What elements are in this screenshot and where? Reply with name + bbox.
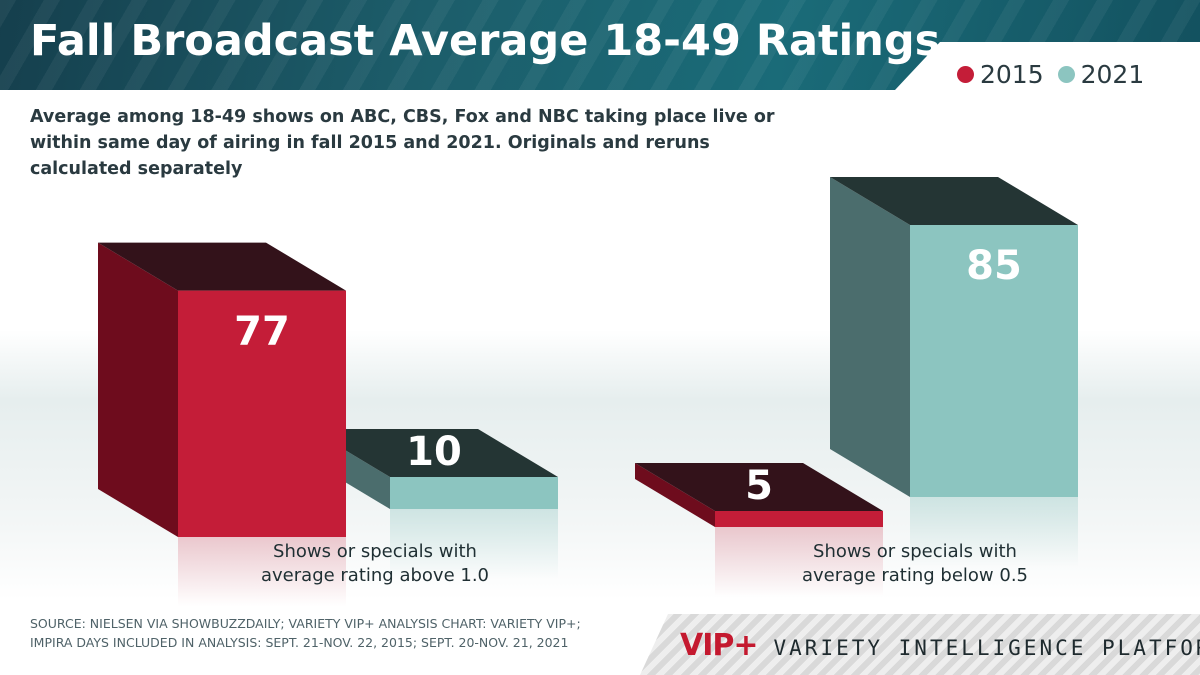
value-label-2021-cat1: 10 (406, 429, 462, 475)
legend-label-2015: 2015 (980, 60, 1044, 89)
value-label-2015-cat2: 5 (745, 463, 773, 509)
legend-label-2021: 2021 (1080, 60, 1145, 89)
bar-reflection-2021-cat1 (390, 509, 558, 579)
source-line-1: SOURCE: NIELSEN VIA SHOWBUZZDAILY; VARIE… (30, 616, 581, 631)
category-label-above-1-line-1: Shows or specials with (273, 541, 477, 562)
source-note: SOURCE: NIELSEN VIA SHOWBUZZDAILY; VARIE… (30, 614, 650, 652)
bar-top-2021-cat1 (310, 429, 558, 477)
chart-subtitle: Average among 18-49 shows on ABC, CBS, F… (30, 107, 775, 179)
legend-item-2015: 2015 (957, 60, 1044, 89)
bar-reflection-2021-cat2 (910, 497, 1078, 567)
brand-name: VARIETY INTELLIGENCE PLATFORM (773, 636, 1200, 660)
bar-front-2021-cat1 (390, 477, 558, 509)
bar-side-2015-cat1 (98, 242, 178, 537)
bar-top-2021-cat2 (830, 177, 1078, 225)
legend-swatch-2021 (1057, 66, 1075, 83)
footer-band (640, 614, 1200, 675)
vip-plus-logo: VIP+ (680, 628, 759, 663)
category-label-above-1-line-2: average rating above 1.0 (261, 565, 489, 586)
legend-swatch-2015 (957, 66, 974, 83)
bar-side-2021-cat2 (830, 177, 910, 497)
category-label-below-05-line-1: Shows or specials with (813, 541, 1017, 562)
legend: 2015 2021 (957, 60, 1158, 89)
bar-top-2015-cat1 (98, 242, 346, 291)
category-label-below-05: Shows or specials with average rating be… (755, 540, 1075, 588)
bar-top-2015-cat2 (635, 463, 883, 511)
bar-reflection-2015-cat1 (178, 537, 346, 607)
value-label-2021-cat2: 85 (966, 243, 1022, 289)
source-line-2: IMPIRA DAYS INCLUDED IN ANALYSIS: SEPT. … (30, 635, 569, 650)
bar-side-2015-cat2 (635, 463, 715, 527)
chart-title: Fall Broadcast Average 18-49 Ratings (30, 16, 941, 66)
brand-footer: VIP+ VARIETY INTELLIGENCE PLATFORM (680, 628, 1200, 663)
value-label-2015-cat1: 77 (234, 309, 290, 355)
bar-reflection-2015-cat2 (715, 527, 883, 597)
legend-item-2021: 2021 (1057, 60, 1145, 89)
category-label-above-1: Shows or specials with average rating ab… (215, 540, 535, 588)
bar-front-2015-cat1 (178, 290, 346, 537)
bar-front-2015-cat2 (715, 511, 883, 527)
bar-front-2021-cat2 (910, 225, 1078, 497)
category-label-below-05-line-2: average rating below 0.5 (801, 565, 1029, 586)
